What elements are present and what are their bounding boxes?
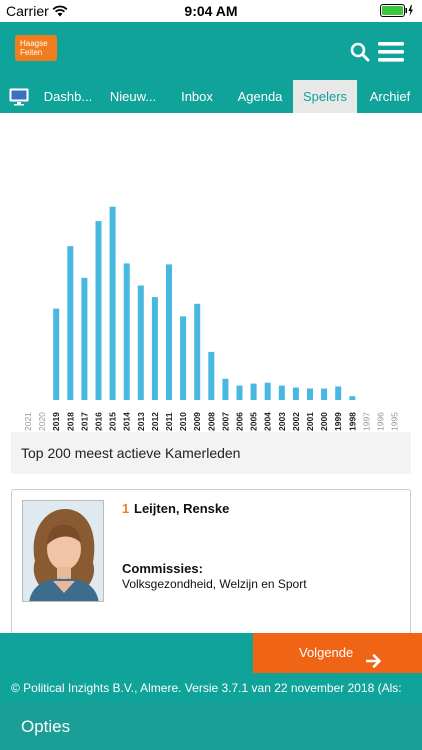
bar-2005[interactable] bbox=[250, 383, 257, 400]
monitor-icon[interactable] bbox=[9, 88, 29, 109]
tick-label-2007: 2007 bbox=[220, 412, 230, 431]
bar-2011[interactable] bbox=[166, 264, 172, 400]
commissions-label: Commissies: bbox=[122, 561, 203, 576]
copyright-footer: © Political Inzights B.V., Almere. Versi… bbox=[0, 673, 422, 703]
battery-icon bbox=[380, 4, 414, 20]
tick-label-2010: 2010 bbox=[178, 412, 188, 431]
bar-2012[interactable] bbox=[151, 297, 158, 400]
tick-label-2020: 2020 bbox=[37, 412, 47, 431]
next-button[interactable]: Volgende bbox=[253, 633, 422, 673]
bar-2017[interactable] bbox=[81, 277, 88, 400]
member-rank: 1 bbox=[122, 501, 130, 516]
member-card[interactable]: 1 Leijten, Renske Commissies: Volksgezon… bbox=[11, 489, 411, 639]
tick-label-1998: 1998 bbox=[347, 412, 357, 431]
bar-2010[interactable] bbox=[180, 316, 187, 400]
app-header: Haagse Feiten bbox=[0, 22, 422, 80]
tick-label-1996: 1996 bbox=[376, 412, 386, 431]
bar-2008[interactable] bbox=[208, 351, 215, 400]
tick-label-2002: 2002 bbox=[291, 412, 301, 431]
bar-2007[interactable] bbox=[222, 378, 229, 400]
chart-area: 2021 2020 2019 2018 2017 2016 2015 2014 2013 2012… bbox=[0, 113, 422, 431]
bar-2009[interactable] bbox=[194, 303, 201, 400]
tick-label-2013: 2013 bbox=[136, 412, 146, 431]
tick-label-2003: 2003 bbox=[277, 412, 287, 431]
hamburger-menu-icon[interactable] bbox=[378, 41, 404, 68]
tick-label-2019: 2019 bbox=[51, 412, 61, 431]
list-title: Top 200 meest actieve Kamerleden bbox=[11, 432, 411, 474]
tick-label-2000: 2000 bbox=[319, 412, 329, 431]
bar-1999[interactable] bbox=[335, 386, 342, 401]
main-nav: Dashb... Nieuw... Inbox Agenda Spelers A… bbox=[0, 80, 422, 113]
tick-label-2006: 2006 bbox=[235, 412, 245, 431]
tick-label-2005: 2005 bbox=[249, 412, 259, 431]
bar-2001[interactable] bbox=[307, 388, 313, 401]
bar-2013[interactable] bbox=[137, 285, 144, 401]
search-icon[interactable] bbox=[350, 42, 370, 67]
bar-2019[interactable] bbox=[53, 308, 60, 400]
bar-2018[interactable] bbox=[67, 246, 74, 400]
bar-1998[interactable] bbox=[349, 396, 356, 400]
tick-label-2014: 2014 bbox=[122, 412, 132, 431]
bar-2002[interactable] bbox=[292, 387, 299, 401]
tick-label-2004: 2004 bbox=[263, 412, 273, 431]
tick-label-2001: 2001 bbox=[305, 412, 315, 431]
haagse-feiten-logo[interactable]: Haagse Feiten bbox=[15, 35, 57, 61]
tick-label-1995: 1995 bbox=[390, 412, 400, 431]
tick-label-2021: 2021 bbox=[23, 412, 33, 431]
tick-label-2017: 2017 bbox=[79, 412, 89, 431]
bar-2000[interactable] bbox=[321, 388, 328, 401]
bar-2004[interactable] bbox=[264, 382, 271, 400]
member-photo bbox=[22, 500, 104, 602]
bar-2015[interactable] bbox=[109, 206, 116, 400]
commissions-value: Volksgezondheid, Welzijn en Sport bbox=[122, 577, 307, 591]
logo-text-line2: Feiten bbox=[20, 48, 43, 57]
arrow-right-icon bbox=[365, 645, 382, 685]
tab-dashboard[interactable]: Dashb... bbox=[43, 89, 93, 104]
next-button-label: Volgende bbox=[299, 645, 354, 660]
bar-2003[interactable] bbox=[278, 385, 285, 400]
carrier-label: Carrier bbox=[6, 3, 49, 19]
bar-2016[interactable] bbox=[95, 221, 102, 400]
tab-archief[interactable]: Archief bbox=[369, 89, 411, 104]
bar-2006[interactable] bbox=[236, 385, 243, 400]
tick-label-2015: 2015 bbox=[108, 412, 118, 431]
tick-label-2012: 2012 bbox=[150, 412, 160, 431]
wifi-icon bbox=[52, 4, 68, 20]
tab-spelers[interactable]: Spelers bbox=[293, 80, 357, 113]
tick-label-1999: 1999 bbox=[333, 412, 343, 431]
tick-label-1997: 1997 bbox=[361, 412, 371, 431]
year-bar-chart: 2021 2020 2019 2018 2017 2016 2015 2014 2013 2012… bbox=[23, 206, 400, 431]
tab-inbox[interactable]: Inbox bbox=[181, 89, 213, 104]
logo-text-line1: Haagse bbox=[20, 39, 48, 48]
tab-nieuws[interactable]: Nieuw... bbox=[109, 89, 157, 104]
status-bar: Carrier 9:04 AM bbox=[0, 0, 422, 22]
tick-label-2008: 2008 bbox=[206, 412, 216, 431]
tab-agenda[interactable]: Agenda bbox=[237, 89, 283, 104]
status-time: 9:04 AM bbox=[184, 3, 238, 19]
tick-label-2018: 2018 bbox=[65, 412, 75, 431]
bar-2014[interactable] bbox=[123, 263, 130, 400]
options-button[interactable]: Opties bbox=[0, 703, 422, 750]
member-name[interactable]: Leijten, Renske bbox=[134, 501, 230, 516]
tick-label-2009: 2009 bbox=[192, 412, 202, 431]
tick-label-2011: 2011 bbox=[164, 412, 174, 431]
tick-label-2016: 2016 bbox=[94, 412, 104, 431]
